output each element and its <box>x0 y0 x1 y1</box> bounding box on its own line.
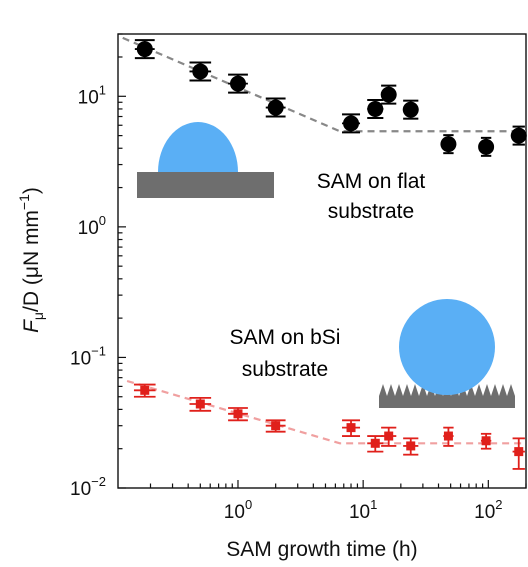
data-point-bsi <box>342 419 361 437</box>
data-point-flat <box>134 39 155 60</box>
y-tick-label: 10−2 <box>70 474 106 500</box>
marker-square <box>346 423 356 433</box>
data-point-flat <box>440 134 457 155</box>
plot-area <box>117 33 527 489</box>
marker-square <box>140 385 150 395</box>
y-label-sup: −1 <box>16 194 32 210</box>
data-point-bsi <box>228 407 248 422</box>
data-point-bsi <box>189 396 212 412</box>
data-point-flat <box>510 125 527 146</box>
marker-circle <box>402 101 419 118</box>
marker-square <box>406 441 416 451</box>
marker-square <box>233 409 243 419</box>
data-point-bsi <box>367 435 384 453</box>
data-point-flat <box>402 99 419 120</box>
data-point-bsi <box>512 437 525 470</box>
flat-substrate <box>137 172 274 198</box>
annotation-flat-line2: substrate <box>328 200 414 223</box>
x-tick-label: 102 <box>474 497 502 523</box>
marker-circle <box>267 99 284 116</box>
marker-square <box>384 431 394 441</box>
y-tick-label: 10−1 <box>70 343 106 369</box>
marker-circle <box>136 41 153 58</box>
x-axis-label: SAM growth time (h) <box>226 538 417 561</box>
x-tick-label: 101 <box>349 497 377 523</box>
data-point-bsi <box>480 432 492 450</box>
marker-circle <box>343 115 360 132</box>
marker-square <box>271 421 281 431</box>
data-point-flat <box>342 113 361 134</box>
marker-circle <box>367 100 384 117</box>
data-point-flat <box>189 61 212 82</box>
data-point-bsi <box>403 437 419 456</box>
trend-line-flat <box>122 36 526 133</box>
marker-circle <box>229 75 246 92</box>
data-point-bsi <box>133 383 156 398</box>
y-label-rest: /D (μN mm <box>20 210 43 312</box>
droplet-bsi <box>399 299 495 395</box>
data-points <box>133 39 527 470</box>
marker-circle <box>478 138 495 155</box>
marker-square <box>195 399 205 409</box>
illustrations <box>137 122 515 408</box>
data-point-flat <box>367 98 384 119</box>
marker-square <box>514 447 524 457</box>
marker-circle <box>440 136 457 153</box>
marker-circle <box>192 63 209 80</box>
x-tick-label: 100 <box>224 497 252 523</box>
data-point-flat <box>228 73 248 94</box>
data-point-flat <box>265 97 286 118</box>
droplet-flat <box>158 122 238 172</box>
y-tick-label: 100 <box>78 213 106 239</box>
y-label-close: ) <box>20 187 43 194</box>
plot-frame <box>117 33 527 489</box>
y-axis-label: Fμ/D (μN mm−1) <box>16 187 46 333</box>
marker-circle <box>380 86 397 103</box>
annotation-flat-line1: SAM on flat <box>317 170 426 193</box>
data-point-flat <box>478 136 495 157</box>
annotation-bsi-line2: substrate <box>242 358 328 381</box>
y-label-sub: μ <box>30 312 46 320</box>
axes: 100 101 102 10−2 10−1 100 101 <box>70 33 527 523</box>
annotation-bsi-line1: SAM on bSi <box>230 326 341 349</box>
y-label-main: F <box>20 319 43 333</box>
data-point-bsi <box>443 426 454 447</box>
marker-square <box>370 438 380 448</box>
marker-square <box>443 431 453 441</box>
data-point-bsi <box>381 426 397 447</box>
y-tick-label: 101 <box>78 82 106 108</box>
data-point-bsi <box>265 419 286 433</box>
marker-circle <box>510 127 527 144</box>
bsi-substrate <box>379 396 515 408</box>
data-point-flat <box>380 84 397 105</box>
marker-square <box>481 436 491 446</box>
